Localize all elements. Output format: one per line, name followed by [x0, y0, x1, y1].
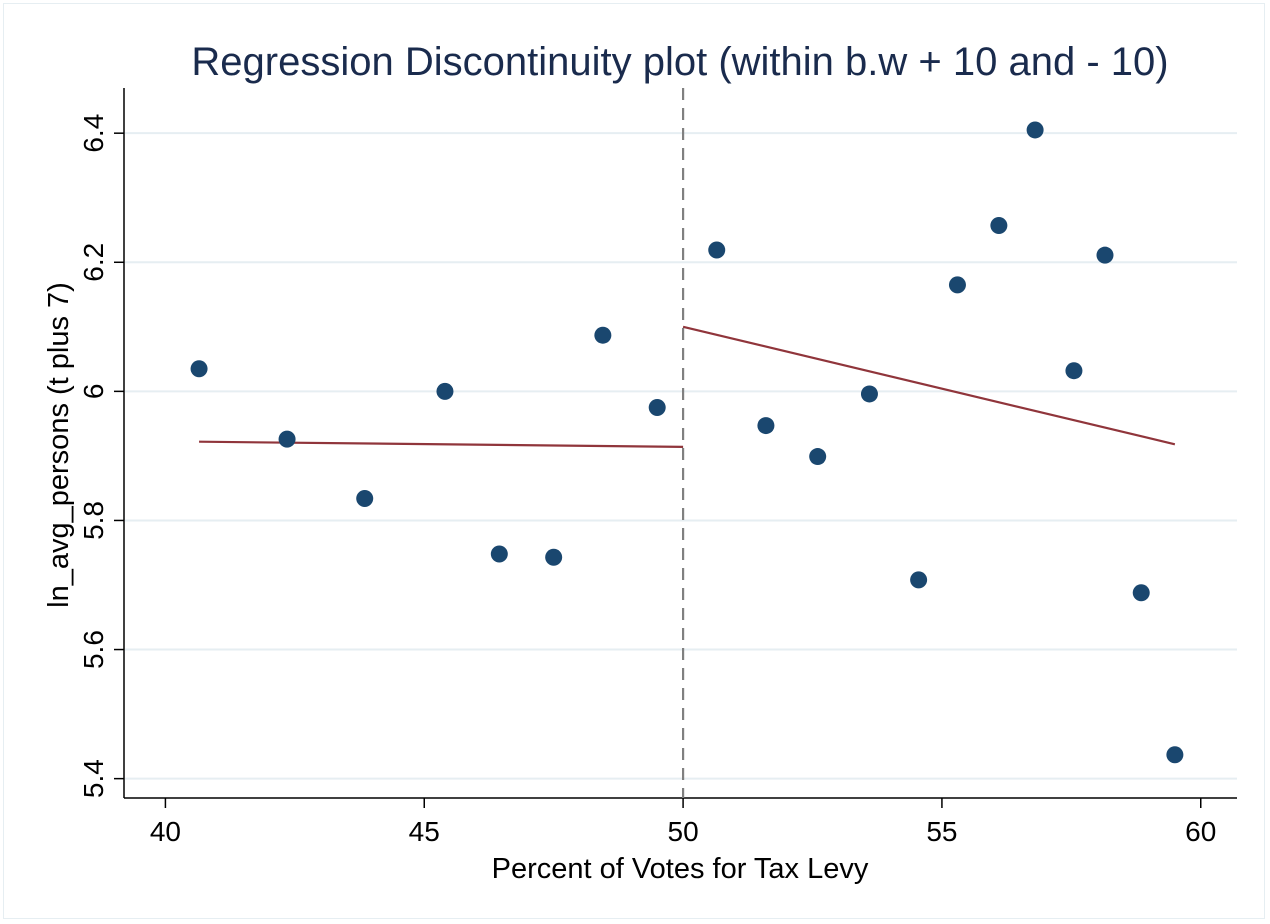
y-tick-label-1: 5.6	[78, 630, 109, 669]
data-point-18	[1132, 584, 1150, 602]
data-point-3	[436, 382, 454, 400]
data-point-15	[1026, 121, 1044, 139]
y-tick-label-0: 5.4	[78, 759, 109, 798]
fit-line-0	[199, 440, 684, 448]
x-tick-label-2: 50	[668, 816, 699, 847]
x-axis-label: Percent of Votes for Tax Levy	[492, 853, 869, 885]
data-point-10	[809, 448, 827, 466]
x-tick-label-3: 55	[926, 816, 957, 847]
data-point-16	[1065, 362, 1083, 380]
data-point-12	[910, 571, 928, 589]
data-point-14	[990, 216, 1008, 234]
data-point-4	[490, 545, 508, 563]
y-tick-label-3: 6	[78, 384, 109, 400]
y-axis-label: ln_avg_persons (t plus 7)	[43, 282, 75, 608]
fit-lines	[199, 325, 1176, 448]
x-tick-label-0: 40	[150, 816, 181, 847]
data-point-1	[278, 430, 296, 448]
x-tick-label-1: 45	[409, 816, 440, 847]
gridlines	[125, 132, 1237, 780]
fit-line-1	[682, 325, 1176, 446]
axes: 40 45 50 55 60 5.4 5.6 5.8 6 6.2 6.4	[78, 88, 1237, 847]
y-tick-label-4: 6.2	[78, 243, 109, 282]
data-point-19	[1166, 746, 1184, 764]
x-tick-label-4: 60	[1185, 816, 1216, 847]
data-point-17	[1096, 246, 1114, 264]
data-point-9	[757, 417, 775, 435]
y-tick-label-2: 5.8	[78, 501, 109, 540]
data-point-0	[190, 360, 208, 378]
data-point-2	[356, 490, 374, 508]
data-points	[190, 121, 1184, 764]
data-point-11	[860, 385, 878, 403]
data-point-6	[594, 326, 612, 344]
data-point-5	[545, 548, 563, 566]
data-point-8	[708, 241, 726, 259]
y-tick-label-5: 6.4	[78, 114, 109, 153]
data-point-7	[648, 399, 666, 416]
chart-frame	[3, 3, 1265, 919]
chart-title: Regression Discontinuity plot (within b.…	[191, 40, 1168, 84]
data-point-13	[948, 276, 966, 294]
